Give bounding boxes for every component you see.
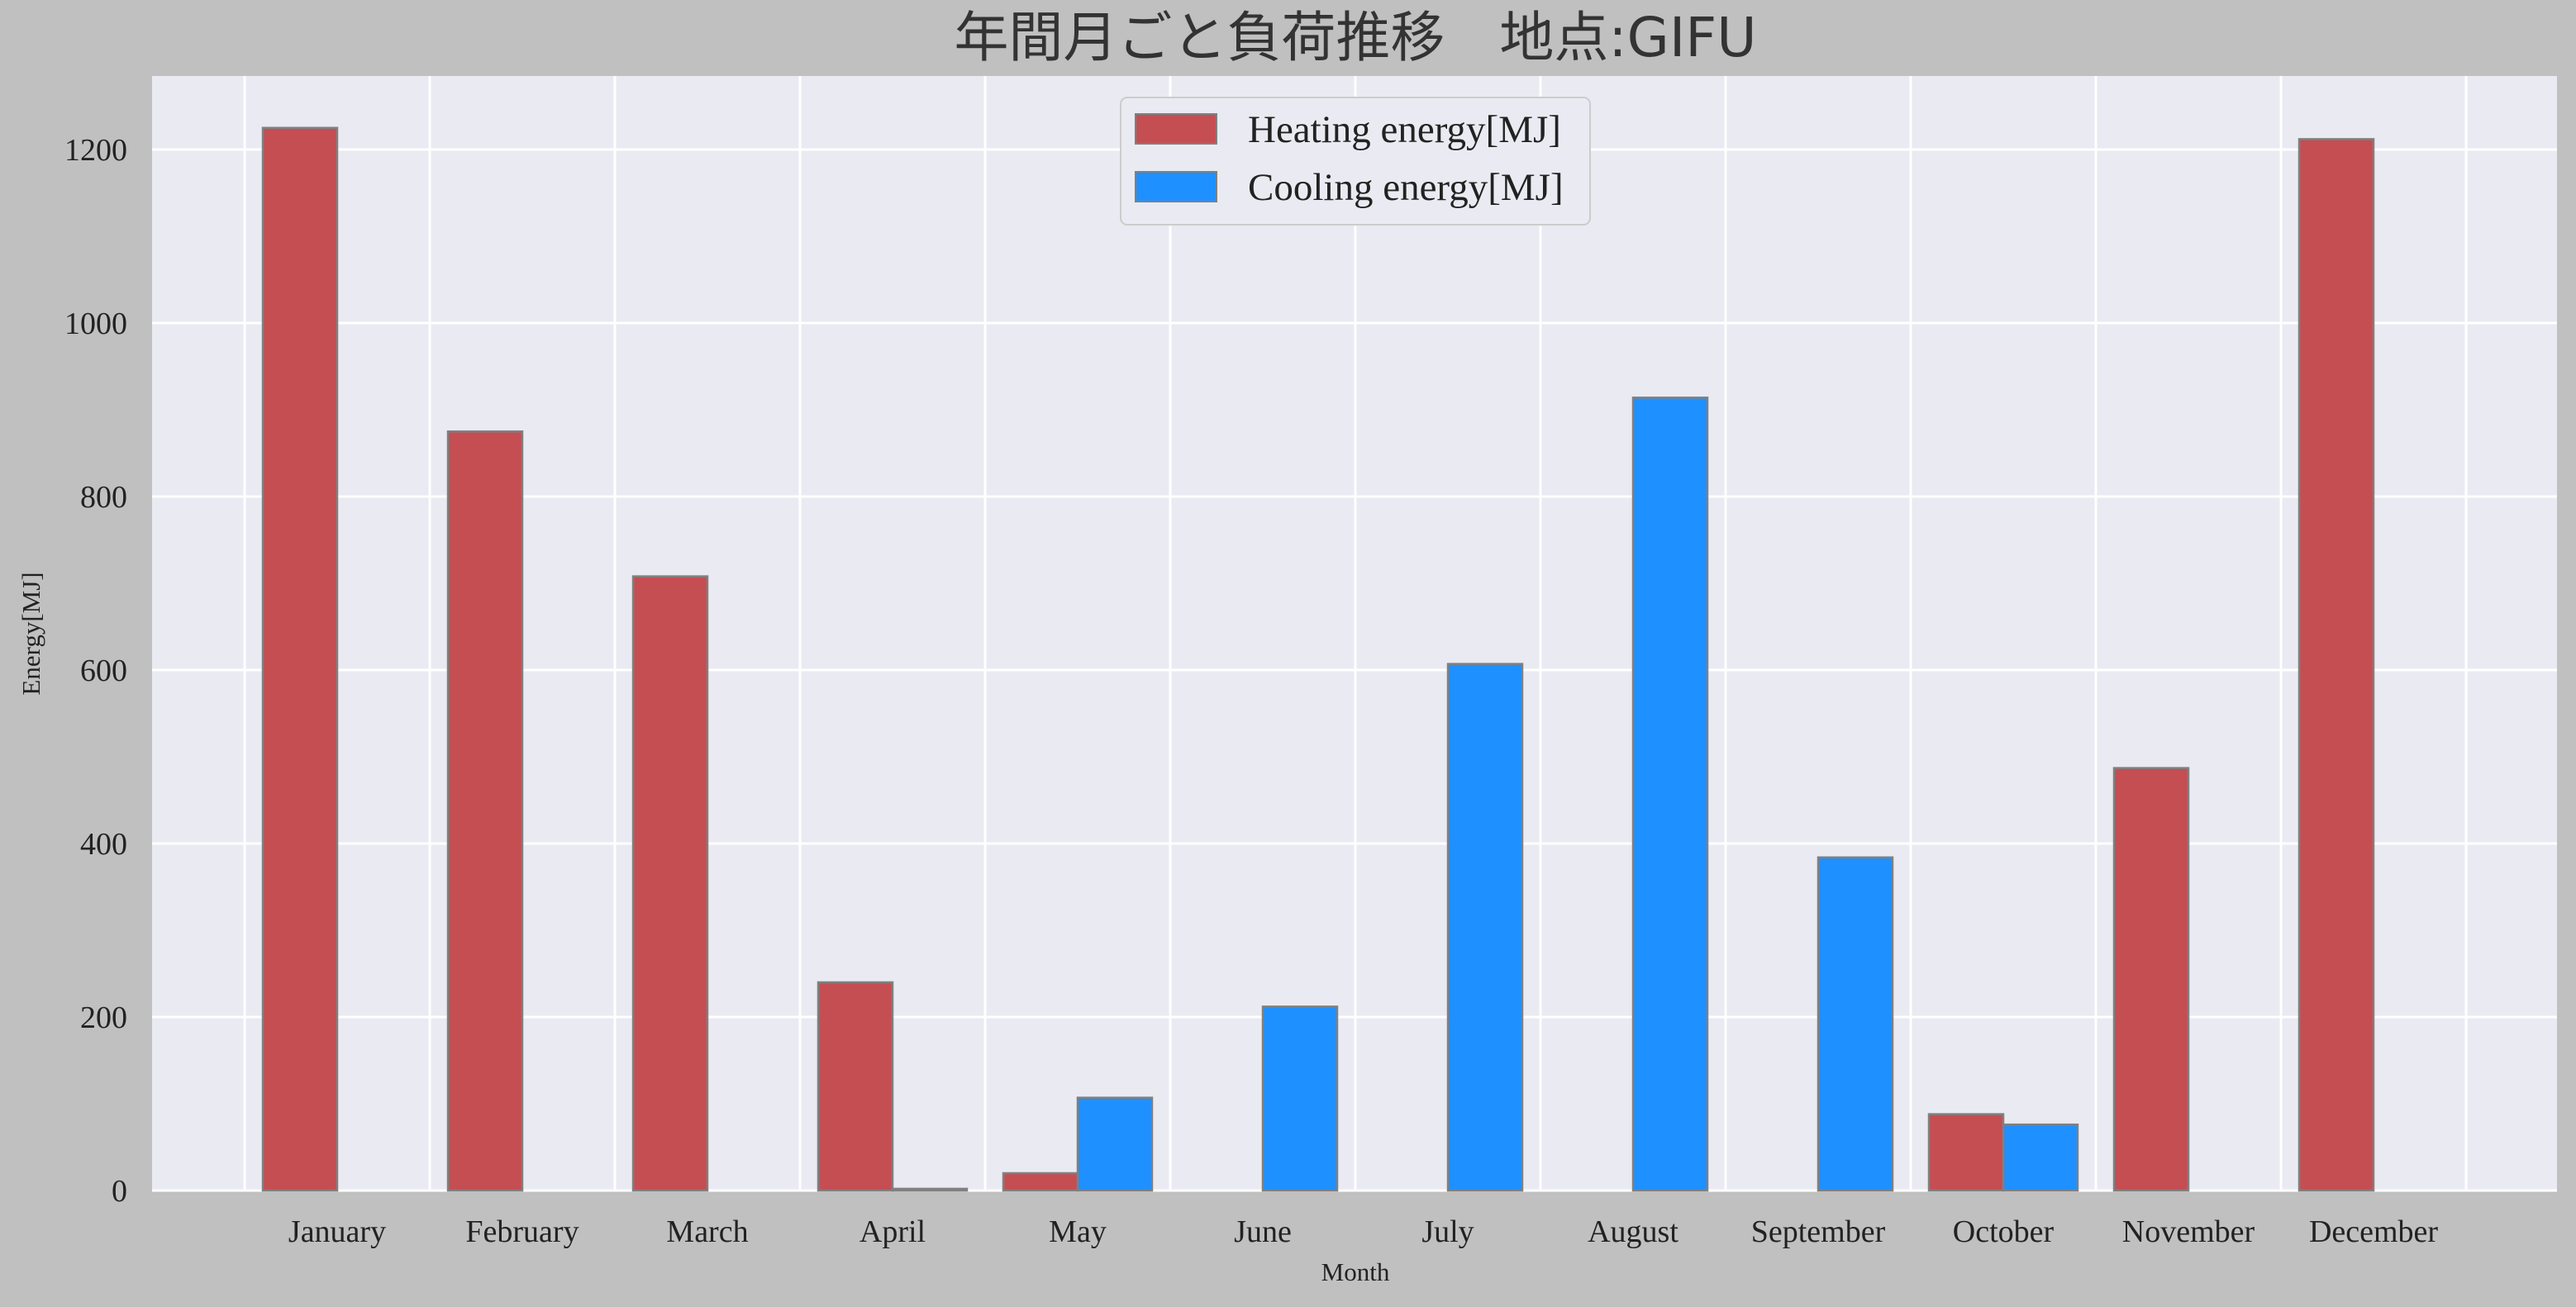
x-tick-label: August [1588, 1214, 1678, 1249]
bar-cooling-july [1446, 663, 1524, 1192]
bar-heating-january [261, 126, 339, 1192]
bar-cooling-september [1817, 856, 1894, 1192]
x-tick-label: July [1421, 1214, 1474, 1249]
legend-swatch-cooling [1135, 171, 1217, 202]
legend-box [1120, 97, 1591, 226]
bar-cooling-august [1631, 397, 1709, 1192]
x-tick-labels: January February March April May June July Augu… [288, 1214, 2438, 1249]
bar-heating-march [631, 575, 709, 1192]
chart-title: 年間月ごと負荷推移 地点:GIFU [954, 6, 1756, 69]
x-axis-label: Month [1321, 1257, 1390, 1286]
x-tick-label: January [288, 1214, 386, 1249]
bar-heating-december [2297, 138, 2375, 1192]
x-tick-label: April [859, 1214, 926, 1249]
bar-cooling-april [891, 1187, 969, 1192]
x-tick-label: May [1049, 1214, 1107, 1249]
y-tick-label: 800 [80, 480, 127, 515]
legend-swatch-heating [1135, 113, 1217, 145]
legend-label-heating: Heating energy[MJ] [1248, 108, 1561, 151]
bar-heating-may [1002, 1172, 1079, 1192]
bar-cooling-june [1261, 1005, 1339, 1192]
y-axis-label: Energy[MJ] [17, 572, 45, 695]
y-tick-label: 400 [80, 827, 127, 862]
legend-label-cooling: Cooling energy[MJ] [1248, 166, 1564, 209]
y-tick-labels: 0 200 400 600 800 1000 1200 [64, 133, 127, 1209]
x-tick-label: February [465, 1214, 579, 1249]
bar-heating-november [2112, 767, 2190, 1192]
bar-heating-april [817, 981, 894, 1192]
y-tick-label: 1000 [64, 307, 127, 341]
y-tick-label: 200 [80, 1000, 127, 1035]
bar-cooling-may [1076, 1096, 1154, 1192]
bar-heating-february [446, 430, 524, 1192]
x-tick-label: September [1751, 1214, 1886, 1249]
x-tick-label: October [1953, 1214, 2055, 1249]
bar-heating-october [1927, 1113, 2005, 1192]
y-tick-label: 600 [80, 654, 127, 688]
x-tick-label: June [1234, 1214, 1292, 1249]
x-tick-label: November [2122, 1214, 2255, 1249]
y-tick-label: 0 [112, 1174, 127, 1209]
bars [261, 126, 2375, 1192]
x-tick-label: December [2309, 1214, 2438, 1249]
x-tick-label: March [666, 1214, 748, 1249]
legend: Heating energy[MJ] Cooling energy[MJ] [1120, 97, 1591, 226]
bar-cooling-october [2002, 1123, 2079, 1192]
y-tick-label: 1200 [64, 133, 127, 168]
